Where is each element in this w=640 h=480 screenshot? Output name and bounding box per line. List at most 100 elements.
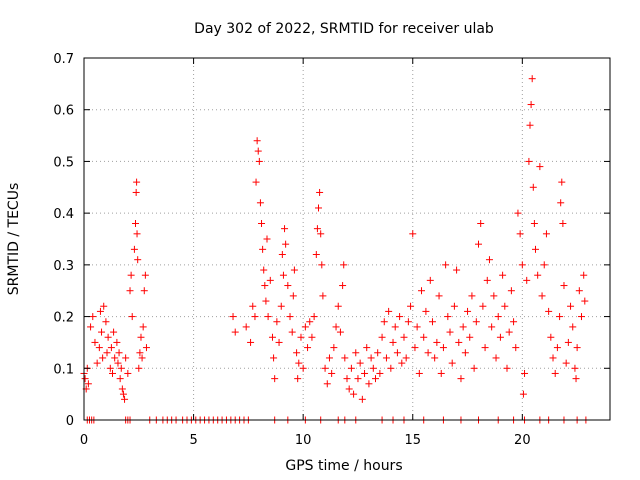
data-point — [118, 385, 126, 393]
data-point — [252, 178, 260, 186]
data-point — [127, 271, 135, 279]
data-point — [376, 369, 384, 377]
data-point — [316, 188, 324, 196]
data-point — [459, 323, 467, 331]
data-point — [330, 344, 338, 352]
data-point — [499, 271, 507, 279]
data-point — [81, 375, 89, 383]
data-point — [470, 364, 478, 372]
data-point — [242, 323, 250, 331]
data-point — [409, 230, 417, 238]
data-point — [325, 354, 333, 362]
data-point — [339, 282, 347, 290]
data-point — [431, 354, 439, 362]
data-point — [271, 375, 279, 383]
data-point — [527, 101, 535, 109]
data-point — [564, 338, 572, 346]
data-point — [516, 230, 524, 238]
data-point — [251, 313, 259, 321]
data-point — [130, 245, 138, 253]
data-point — [135, 364, 143, 372]
data-point — [313, 225, 321, 233]
data-point — [286, 313, 294, 321]
data-point — [393, 349, 401, 357]
data-point — [422, 307, 430, 315]
data-point — [492, 354, 500, 362]
data-point — [264, 313, 272, 321]
data-point — [126, 287, 134, 295]
data-point — [260, 266, 268, 274]
data-point — [345, 385, 353, 393]
data-point — [503, 364, 511, 372]
y-tick-label: 0.4 — [53, 207, 74, 222]
data-point — [523, 276, 531, 284]
data-point — [249, 302, 257, 310]
data-point — [293, 349, 301, 357]
data-point — [119, 390, 127, 398]
data-point — [575, 287, 583, 295]
data-point — [398, 359, 406, 367]
data-point — [321, 364, 329, 372]
data-point — [279, 271, 287, 279]
data-point — [113, 338, 121, 346]
data-point — [400, 333, 408, 341]
data-point — [580, 271, 588, 279]
data-point — [519, 390, 527, 398]
data-point — [559, 219, 567, 227]
data-point — [289, 292, 297, 300]
data-point — [496, 333, 504, 341]
data-point — [340, 261, 348, 269]
data-point — [540, 261, 548, 269]
data-point — [347, 364, 355, 372]
data-point — [102, 318, 110, 326]
data-point — [369, 364, 377, 372]
data-point — [385, 307, 393, 315]
data-points — [80, 75, 590, 424]
data-point — [512, 344, 520, 352]
chart-title: Day 302 of 2022, SRMTID for receiver ula… — [194, 21, 494, 37]
data-point — [106, 364, 114, 372]
data-point — [569, 323, 577, 331]
data-point — [256, 199, 264, 207]
data-point — [132, 188, 140, 196]
data-point — [288, 328, 296, 336]
data-point — [312, 251, 320, 259]
data-point — [415, 369, 423, 377]
data-point — [263, 235, 271, 243]
data-point — [361, 369, 369, 377]
tick-labels: 0 0.1 0.2 0.3 0.4 0.5 0.6 0.7 0 5 10 15 20 — [53, 52, 530, 448]
plot-frame — [83, 57, 611, 421]
data-point — [297, 333, 305, 341]
data-point — [275, 338, 283, 346]
data-point — [115, 349, 123, 357]
data-point — [567, 302, 575, 310]
data-point — [413, 323, 421, 331]
data-point — [490, 292, 498, 300]
data-point — [91, 338, 99, 346]
data-point — [529, 183, 537, 191]
data-point — [356, 359, 364, 367]
data-point — [389, 338, 397, 346]
data-point — [116, 375, 124, 383]
data-point — [354, 375, 362, 383]
data-point — [137, 333, 145, 341]
x-tick-label: 5 — [189, 433, 197, 448]
data-point — [402, 354, 410, 362]
data-point — [514, 209, 522, 217]
data-point — [229, 313, 237, 321]
data-point — [483, 276, 491, 284]
data-point — [290, 266, 298, 274]
grid-lines — [84, 58, 610, 420]
data-point — [528, 75, 536, 83]
data-point — [95, 344, 103, 352]
data-point — [411, 344, 419, 352]
data-point — [457, 375, 465, 383]
data-point — [259, 245, 267, 253]
data-point — [299, 364, 307, 372]
data-point — [374, 349, 382, 357]
data-point — [136, 349, 144, 357]
data-point — [270, 354, 278, 362]
data-point — [254, 147, 262, 155]
data-point — [96, 307, 104, 315]
